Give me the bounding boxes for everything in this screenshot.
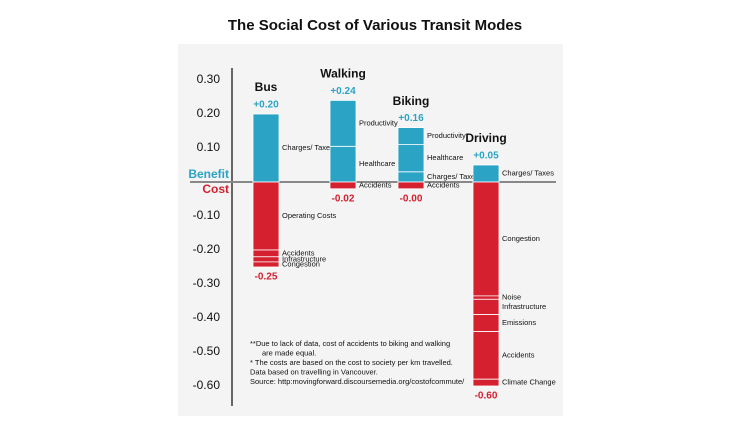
bar-segment	[472, 298, 500, 315]
benefit-label: Benefit	[188, 167, 229, 181]
y-tick-label: 0.10	[197, 140, 221, 154]
segment-label: Healthcare	[427, 153, 463, 162]
footnote: Source: http:movingforward.discoursemedi…	[250, 377, 465, 386]
segment-label: Operating Costs	[282, 211, 336, 220]
bar-segment	[397, 144, 425, 173]
cost-label: Cost	[202, 182, 229, 196]
mode-name: Driving	[465, 131, 506, 145]
segment-label: Charges/ Taxes	[502, 168, 554, 177]
footnote: * The costs are based on the cost to soc…	[250, 358, 453, 367]
footnote: **Due to lack of data, cost of accidents…	[250, 339, 450, 348]
bar-segment	[252, 249, 280, 258]
bar-segment	[252, 113, 280, 183]
footnote: Data based on travelling in Vancouver.	[250, 367, 378, 376]
segment-label: Charges/ Taxes	[282, 143, 334, 152]
benefit-total-label: +0.20	[253, 100, 279, 111]
segment-label: Infrastructure	[282, 254, 326, 263]
y-tick-label: 0.30	[197, 72, 221, 86]
y-tick-label: -0.30	[193, 276, 221, 290]
segment-label: Accidents	[282, 248, 315, 257]
segment-label: Emissions	[502, 318, 536, 327]
bar-segment	[472, 331, 500, 380]
y-tick-label: -0.60	[193, 378, 221, 392]
footnote: are made equal.	[262, 348, 316, 357]
bar-segment	[397, 127, 425, 145]
y-tick-label: 0.20	[197, 106, 221, 120]
segment-label: Productivity	[427, 131, 466, 140]
bar-segment	[252, 256, 280, 263]
chart-title: The Social Cost of Various Transit Modes	[228, 17, 522, 34]
benefit-total-label: +0.24	[330, 86, 356, 97]
bar-segment	[329, 100, 357, 147]
segment-label: Healthcare	[359, 159, 395, 168]
bar-segment	[329, 145, 357, 183]
segment-label: Accidents	[502, 350, 535, 359]
mode-name: Biking	[393, 94, 430, 108]
bar-segment	[397, 171, 425, 183]
bar-segment	[472, 378, 500, 387]
segment-label: Congestion	[502, 234, 540, 243]
benefit-total-label: +0.05	[473, 151, 499, 162]
cost-total-label: -0.60	[475, 391, 498, 402]
bar-segment	[472, 314, 500, 333]
mode-name: Bus	[255, 80, 278, 94]
bar-segment	[252, 181, 280, 251]
cost-total-label: -0.25	[255, 272, 278, 283]
cost-total-label: -0.00	[400, 193, 423, 204]
segment-label: Productivity	[359, 118, 398, 127]
segment-label: Accidents	[359, 180, 392, 189]
y-tick-label: -0.20	[193, 242, 221, 256]
y-tick-label: -0.50	[193, 344, 221, 358]
segment-label: Climate Change	[502, 378, 556, 387]
bar-segment	[472, 181, 500, 297]
bar-segment	[472, 295, 500, 300]
segment-label: Congestion	[282, 259, 320, 268]
bar-segment	[252, 261, 280, 268]
segment-label: Accidents	[427, 180, 460, 189]
bar-segment	[472, 164, 500, 183]
bar-segment	[329, 181, 357, 190]
mode-name: Walking	[320, 67, 366, 81]
segment-label: Noise	[502, 293, 521, 302]
bar-segment	[397, 181, 425, 190]
segment-label: Infrastructure	[502, 302, 546, 311]
y-tick-label: -0.40	[193, 310, 221, 324]
y-tick-label: -0.10	[193, 208, 221, 222]
benefit-total-label: +0.16	[398, 113, 424, 124]
segment-label: Charges/ Taxes	[427, 172, 479, 181]
cost-total-label: -0.02	[332, 193, 355, 204]
